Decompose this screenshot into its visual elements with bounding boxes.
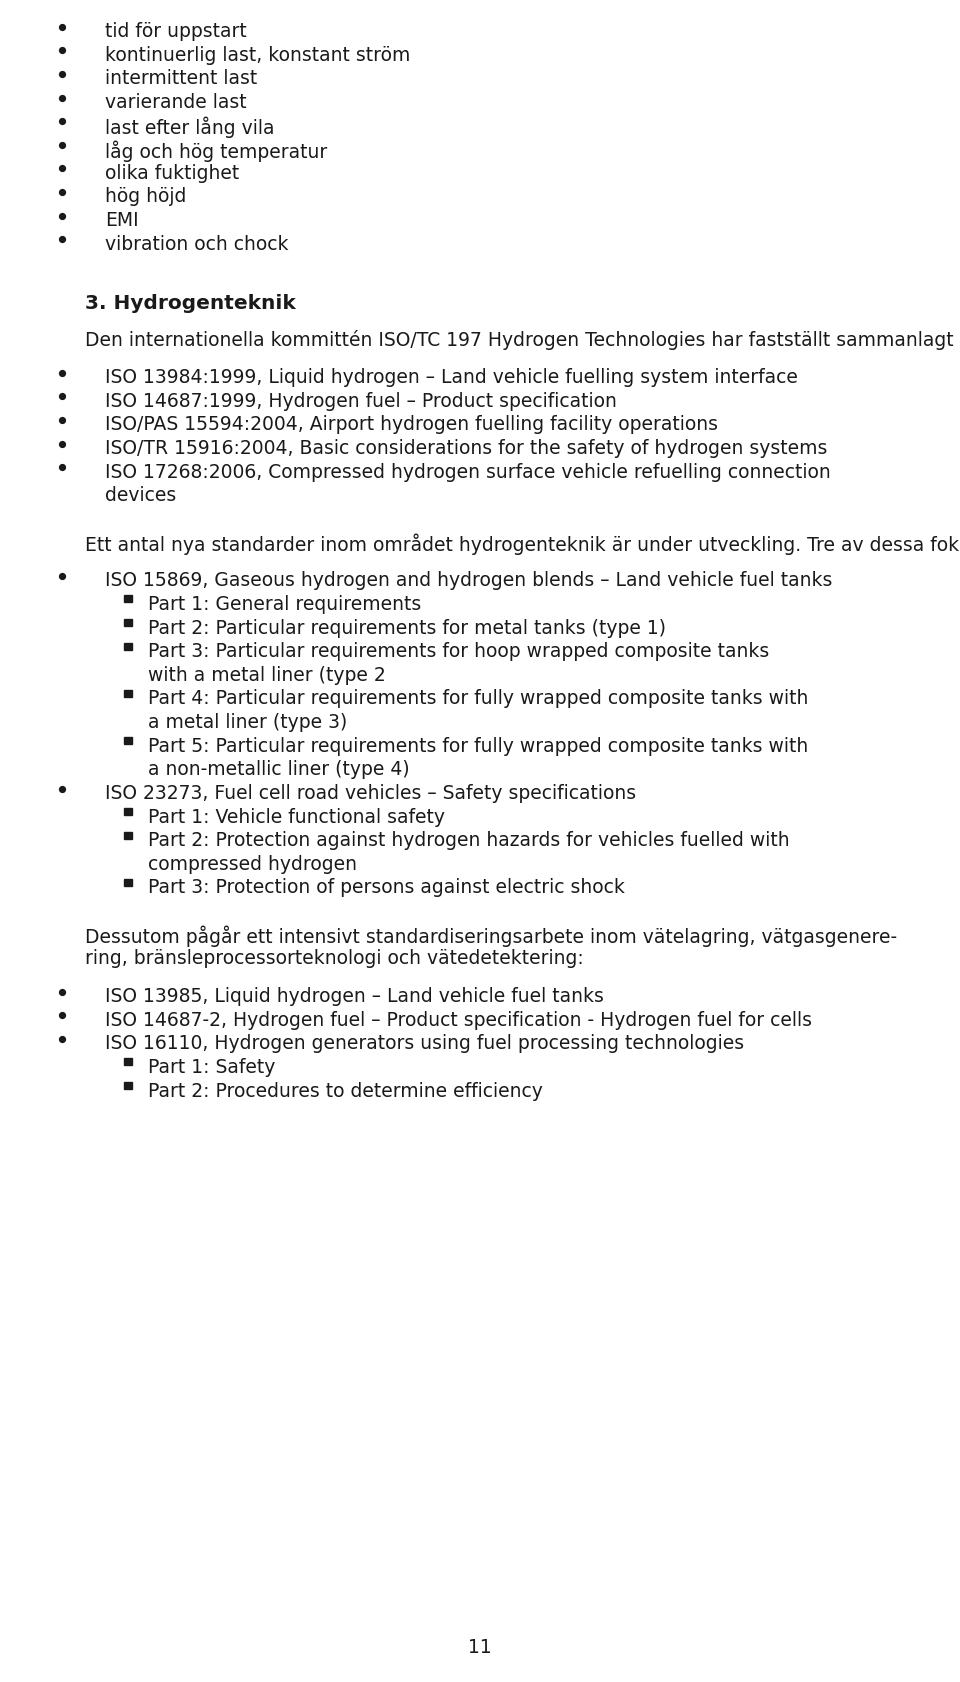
Text: Part 1: Vehicle functional safety: Part 1: Vehicle functional safety bbox=[148, 807, 445, 826]
Text: intermittent last: intermittent last bbox=[105, 69, 257, 87]
Text: ISO/TR 15916:2004, Basic considerations for the safety of hydrogen systems: ISO/TR 15916:2004, Basic considerations … bbox=[105, 439, 828, 458]
Text: ISO 14687:1999, Hydrogen fuel – Product specification: ISO 14687:1999, Hydrogen fuel – Product … bbox=[105, 392, 617, 410]
Bar bbox=[125, 619, 132, 626]
Text: compressed hydrogen: compressed hydrogen bbox=[148, 854, 357, 873]
Text: Part 1: Safety: Part 1: Safety bbox=[148, 1058, 276, 1076]
Bar bbox=[125, 643, 132, 651]
Bar bbox=[125, 833, 132, 839]
Text: Part 4: Particular requirements for fully wrapped composite tanks with: Part 4: Particular requirements for full… bbox=[148, 690, 808, 708]
Text: Part 3: Protection of persons against electric shock: Part 3: Protection of persons against el… bbox=[148, 878, 625, 897]
Text: EMI: EMI bbox=[105, 210, 138, 230]
Text: hög höjd: hög höjd bbox=[105, 187, 186, 207]
Text: Part 3: Particular requirements for hoop wrapped composite tanks: Part 3: Particular requirements for hoop… bbox=[148, 643, 769, 661]
Text: Part 1: General requirements: Part 1: General requirements bbox=[148, 594, 421, 614]
Text: olika fuktighet: olika fuktighet bbox=[105, 163, 239, 183]
Text: ISO 15869, Gaseous hydrogen and hydrogen blends – Land vehicle fuel tanks: ISO 15869, Gaseous hydrogen and hydrogen… bbox=[105, 570, 832, 590]
Bar bbox=[125, 595, 132, 602]
Bar bbox=[125, 1058, 132, 1066]
Bar bbox=[125, 1082, 132, 1090]
Text: ISO 13985, Liquid hydrogen – Land vehicle fuel tanks: ISO 13985, Liquid hydrogen – Land vehicl… bbox=[105, 987, 604, 1006]
Text: Den internationella kommittén ISO/TC 197 Hydrogen Technologies har fastställt sa: Den internationella kommittén ISO/TC 197… bbox=[85, 330, 960, 350]
Text: ISO 13984:1999, Liquid hydrogen – Land vehicle fuelling system interface: ISO 13984:1999, Liquid hydrogen – Land v… bbox=[105, 368, 798, 387]
Text: Part 2: Protection against hydrogen hazards for vehicles fuelled with: Part 2: Protection against hydrogen haza… bbox=[148, 831, 790, 849]
Text: Dessutom pågår ett intensivt standardiseringsarbete inom vätelagring, vätgasgene: Dessutom pågår ett intensivt standardise… bbox=[85, 925, 898, 947]
Text: with a metal liner (type 2: with a metal liner (type 2 bbox=[148, 666, 386, 685]
Text: ISO 14687-2, Hydrogen fuel – Product specification - Hydrogen fuel for cells: ISO 14687-2, Hydrogen fuel – Product spe… bbox=[105, 1011, 812, 1029]
Text: Ett antal nya standarder inom området hydrogenteknik är under utveckling. Tre av: Ett antal nya standarder inom området hy… bbox=[85, 533, 960, 555]
Text: last efter lång vila: last efter lång vila bbox=[105, 116, 275, 138]
Text: 3. Hydrogenteknik: 3. Hydrogenteknik bbox=[85, 294, 296, 313]
Text: ISO/PAS 15594:2004, Airport hydrogen fuelling facility operations: ISO/PAS 15594:2004, Airport hydrogen fue… bbox=[105, 415, 718, 434]
Bar bbox=[125, 690, 132, 698]
Text: vibration och chock: vibration och chock bbox=[105, 234, 289, 254]
Text: ISO 17268:2006, Compressed hydrogen surface vehicle refuelling connection: ISO 17268:2006, Compressed hydrogen surf… bbox=[105, 463, 830, 481]
Text: tid för uppstart: tid för uppstart bbox=[105, 22, 247, 40]
Text: ring, bränsleprocessorteknologi och vätedetektering:: ring, bränsleprocessorteknologi och väte… bbox=[85, 949, 584, 967]
Text: ISO 16110, Hydrogen generators using fuel processing technologies: ISO 16110, Hydrogen generators using fue… bbox=[105, 1034, 744, 1053]
Text: ISO 23273, Fuel cell road vehicles – Safety specifications: ISO 23273, Fuel cell road vehicles – Saf… bbox=[105, 784, 636, 802]
Bar bbox=[125, 738, 132, 745]
Text: a metal liner (type 3): a metal liner (type 3) bbox=[148, 713, 348, 732]
Text: 11: 11 bbox=[468, 1637, 492, 1657]
Text: Part 5: Particular requirements for fully wrapped composite tanks with: Part 5: Particular requirements for full… bbox=[148, 737, 808, 755]
Text: devices: devices bbox=[105, 486, 177, 505]
Text: Part 2: Particular requirements for metal tanks (type 1): Part 2: Particular requirements for meta… bbox=[148, 619, 666, 637]
Text: kontinuerlig last, konstant ström: kontinuerlig last, konstant ström bbox=[105, 45, 410, 64]
Bar bbox=[125, 809, 132, 816]
Text: låg och hög temperatur: låg och hög temperatur bbox=[105, 140, 327, 161]
Text: varierande last: varierande last bbox=[105, 93, 247, 111]
Bar bbox=[125, 880, 132, 886]
Text: Part 2: Procedures to determine efficiency: Part 2: Procedures to determine efficien… bbox=[148, 1082, 542, 1100]
Text: a non-metallic liner (type 4): a non-metallic liner (type 4) bbox=[148, 760, 410, 779]
